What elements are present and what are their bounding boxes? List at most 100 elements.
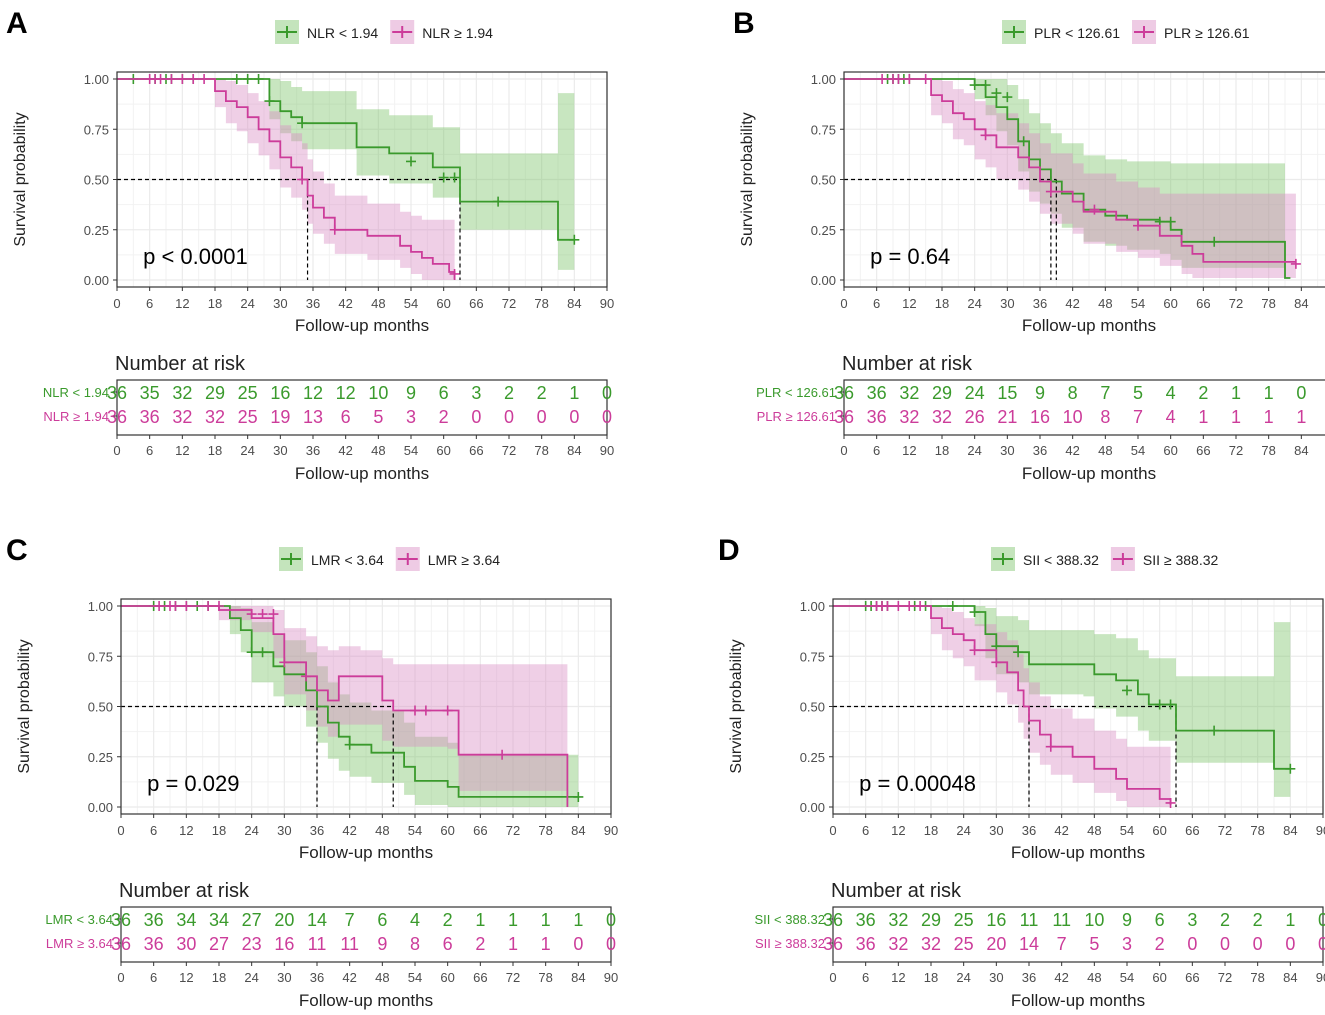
censor-mark (947, 601, 958, 611)
risk-count: 0 (1318, 934, 1325, 954)
risk-count: 16 (1030, 407, 1050, 427)
legend-entry-2: PLR ≥ 126.61 (1132, 20, 1250, 44)
risk-count: 0 (1187, 934, 1197, 954)
risk-count: 36 (823, 934, 843, 954)
x-tick-label: 6 (862, 823, 869, 838)
ci-band-2 (121, 606, 568, 791)
risk-x-tick-label: 90 (604, 970, 618, 985)
x-tick-label: 48 (375, 823, 389, 838)
risk-count: 0 (537, 407, 547, 427)
risk-count: 36 (111, 910, 131, 930)
risk-count: 20 (986, 934, 1006, 954)
panel-c: C LMR < 3.64 LMR ≥ 3.64 p = 0.029 0.00 0.25 0.… (6, 534, 618, 1010)
censor-mark (406, 156, 416, 167)
x-tick-label: 60 (436, 296, 450, 311)
censor-mark (279, 657, 290, 668)
censor-mark (877, 74, 888, 84)
risk-count: 34 (176, 910, 196, 930)
panel-label: B (733, 7, 755, 40)
risk-count: 36 (111, 934, 131, 954)
x-tick-label: 18 (935, 296, 949, 311)
risk-count: 1 (573, 910, 583, 930)
censor-mark (199, 74, 210, 84)
x-tick-label: 0 (840, 296, 847, 311)
y-tick-label: 0.00 (800, 800, 825, 815)
risk-table-border (843, 379, 1325, 436)
x-tick-label: 36 (306, 296, 320, 311)
risk-row-label: NLR ≥ 1.94 (43, 409, 109, 424)
y-tick-label: 0.50 (84, 173, 109, 188)
y-tick-label: 0.25 (84, 223, 109, 238)
risk-count: 0 (602, 407, 612, 427)
risk-count: 36 (107, 407, 127, 427)
risk-count: 8 (410, 934, 420, 954)
censor-mark (1002, 92, 1013, 103)
legend-entry-1: PLR < 126.61 (1002, 20, 1120, 44)
x-tick-label: 54 (1131, 296, 1145, 311)
risk-x-tick-label: 48 (375, 970, 389, 985)
censor-mark (449, 268, 460, 279)
x-axis-title: Follow-up months (299, 843, 433, 862)
x-tick-label: 66 (469, 296, 483, 311)
x-axis-title: Follow-up months (1022, 316, 1156, 335)
risk-count: 14 (1019, 934, 1039, 954)
censor-mark (1165, 216, 1176, 227)
risk-x-tick-label: 66 (1196, 443, 1210, 458)
x-tick-label: 24 (967, 296, 981, 311)
risk-count: 8 (1100, 407, 1110, 427)
risk-count: 2 (1253, 910, 1263, 930)
risk-count: 11 (340, 934, 359, 954)
censor-mark (1122, 685, 1132, 696)
risk-count: 10 (1063, 407, 1083, 427)
x-tick-label: 48 (1098, 296, 1112, 311)
panel-d: D SII < 388.32 SII ≥ 388.32 p = 0.00048 0.00… (718, 534, 1325, 1010)
survival-curve-1 (833, 605, 1291, 770)
censor-mark (231, 74, 242, 84)
x-tick-label: 60 (440, 823, 454, 838)
risk-x-tick-label: 30 (277, 970, 291, 985)
risk-count: 2 (1220, 910, 1230, 930)
risk-count: 0 (504, 407, 514, 427)
risk-x-tick-label: 18 (935, 443, 949, 458)
risk-count: 2 (439, 407, 449, 427)
risk-x-axis-title: Follow-up months (299, 991, 433, 1010)
censor-mark (1045, 741, 1056, 752)
x-tick-label: 6 (146, 296, 153, 311)
censor-mark (915, 601, 926, 611)
ci-band-2 (844, 79, 1296, 280)
x-tick-label: 30 (273, 296, 287, 311)
y-tick-label: 0.25 (811, 223, 836, 238)
risk-count: 36 (856, 910, 876, 930)
x-tick-label: 24 (956, 823, 970, 838)
risk-count: 19 (270, 407, 290, 427)
risk-count: 32 (932, 407, 952, 427)
risk-table-title: Number at risk (119, 880, 250, 902)
x-tick-label: 36 (310, 823, 324, 838)
risk-x-tick-label: 78 (534, 443, 548, 458)
y-tick-label: 0.00 (811, 273, 836, 288)
x-tick-label: 84 (571, 823, 585, 838)
censor-mark (203, 601, 214, 611)
x-tick-label: 72 (506, 823, 520, 838)
risk-x-tick-label: 90 (600, 443, 614, 458)
risk-x-tick-label: 72 (506, 970, 520, 985)
risk-count: 10 (1084, 910, 1104, 930)
censor-mark (177, 74, 188, 84)
x-tick-label: 48 (1087, 823, 1101, 838)
risk-x-tick-label: 66 (1185, 970, 1199, 985)
censor-mark (904, 74, 915, 84)
risk-x-tick-label: 18 (208, 443, 222, 458)
risk-x-tick-label: 30 (1000, 443, 1014, 458)
y-tick-label: 1.00 (811, 72, 836, 87)
risk-row-label: SII < 388.32 (755, 912, 825, 927)
x-axis-title: Follow-up months (295, 316, 429, 335)
risk-x-tick-label: 48 (1098, 443, 1112, 458)
risk-count: 21 (997, 407, 1017, 427)
p-value: p = 0.64 (870, 244, 950, 269)
risk-count: 32 (899, 383, 919, 403)
risk-count: 1 (475, 910, 485, 930)
risk-count: 32 (888, 934, 908, 954)
risk-count: 4 (1166, 383, 1176, 403)
risk-x-tick-label: 60 (440, 970, 454, 985)
risk-count: 12 (336, 383, 356, 403)
